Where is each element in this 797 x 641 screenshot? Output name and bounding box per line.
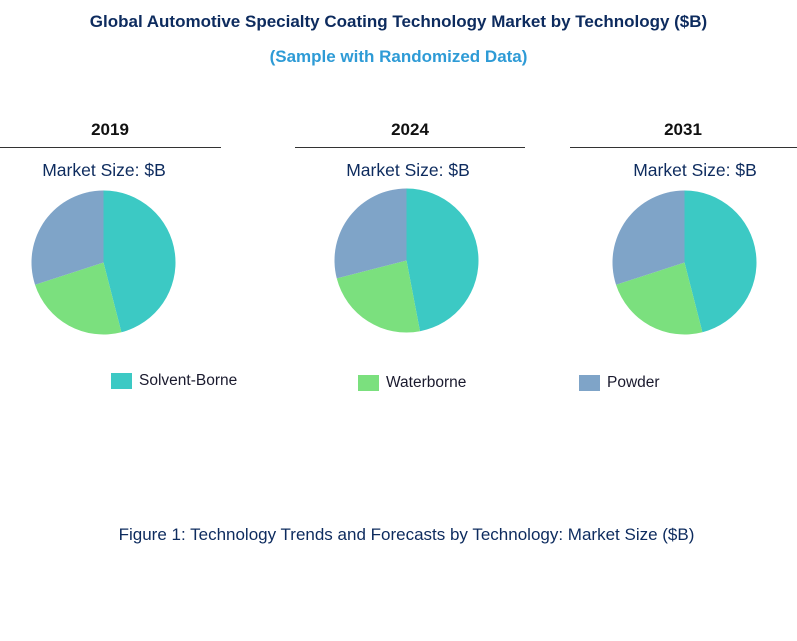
market-size-label-2019: Market Size: $B xyxy=(42,160,166,180)
divider-2031 xyxy=(570,147,797,148)
pie-slice-2031-waterborne xyxy=(616,262,703,335)
chart-title: Global Automotive Specialty Coating Tech… xyxy=(89,12,708,31)
pie-slice-2024-solvent-borne xyxy=(406,188,479,332)
legend-swatch-solvent-borne xyxy=(111,373,132,389)
legend-item-powder: Powder xyxy=(579,374,660,392)
pie-chart-2019 xyxy=(31,190,176,335)
legend-item-waterborne: Waterborne xyxy=(358,374,466,392)
figure-caption: Figure 1: Technology Trends and Forecast… xyxy=(118,525,695,544)
legend-swatch-powder xyxy=(579,375,600,391)
legend-label-solvent-borne: Solvent-Borne xyxy=(139,372,238,389)
pie-slice-2024-powder xyxy=(334,188,407,279)
pie-chart-2024 xyxy=(334,188,479,333)
pie-slice-2024-waterborne xyxy=(336,260,420,333)
market-size-label-2024: Market Size: $B xyxy=(346,160,470,180)
legend-item-solvent-borne: Solvent-Borne xyxy=(111,372,237,390)
pie-year-2024: 2024 xyxy=(391,120,429,139)
market-size-label-2031: Market Size: $B xyxy=(633,160,757,180)
legend-swatch-waterborne xyxy=(358,375,379,391)
legend-label-powder: Powder xyxy=(607,374,660,391)
pie-slice-2019-solvent-borne xyxy=(103,190,176,333)
pie-chart-2031 xyxy=(612,190,757,335)
pie-year-2031: 2031 xyxy=(664,120,702,139)
pie-slice-2031-powder xyxy=(612,190,685,285)
divider-2024 xyxy=(295,147,525,148)
pie-year-2019: 2019 xyxy=(91,120,129,139)
chart-subtitle: (Sample with Randomized Data) xyxy=(269,47,528,66)
legend-label-waterborne: Waterborne xyxy=(386,374,467,391)
pie-slice-2019-powder xyxy=(31,190,104,285)
pie-slice-2019-waterborne xyxy=(35,262,122,335)
divider-2019 xyxy=(0,147,221,148)
pie-slice-2031-solvent-borne xyxy=(684,190,757,333)
